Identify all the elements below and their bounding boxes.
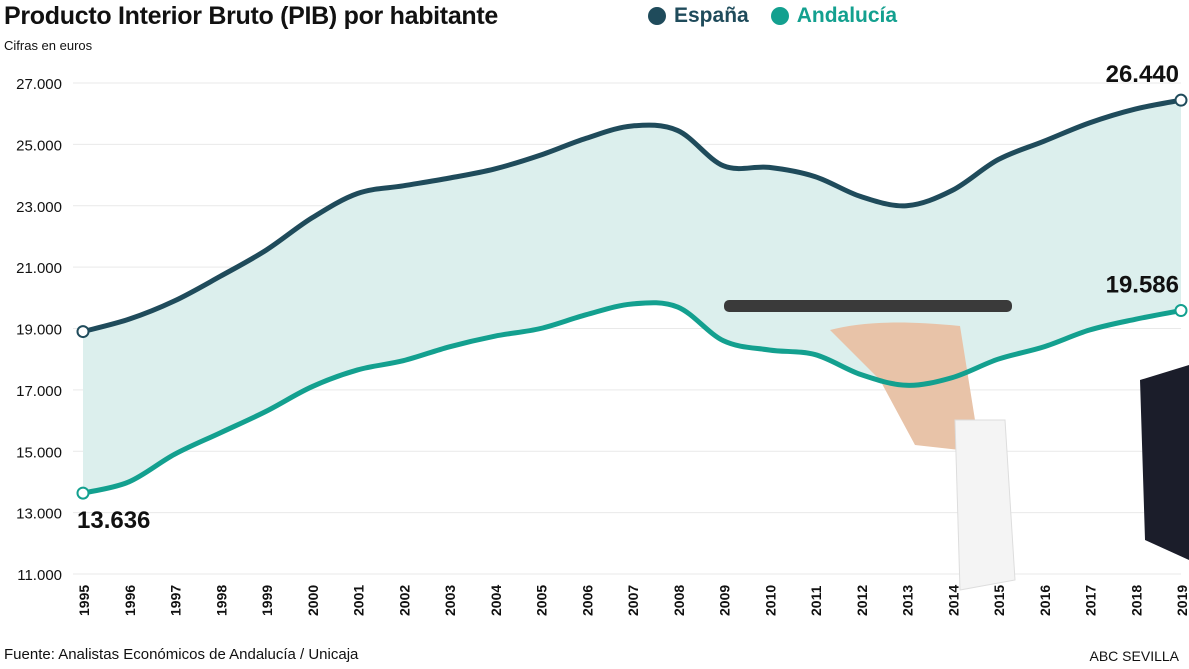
- x-tick-label: 2018: [1128, 585, 1144, 616]
- x-tick-label: 2005: [534, 585, 550, 616]
- legend: España Andalucía: [648, 4, 897, 28]
- x-tick-label: 1998: [213, 585, 229, 616]
- x-tick-label: 1996: [122, 585, 138, 616]
- y-tick-label: 17.000: [16, 383, 62, 400]
- y-tick-label: 11.000: [17, 567, 62, 584]
- legend-label: Andalucía: [796, 4, 898, 27]
- x-tick-label: 2007: [625, 585, 641, 616]
- y-tick-label: 13.000: [16, 506, 62, 523]
- y-tick-label: 23.000: [16, 199, 62, 216]
- legend-dot-icon: [648, 7, 666, 25]
- legend-label: España: [674, 4, 749, 27]
- endpoint-marker: [1174, 304, 1188, 318]
- x-tick-label: 1995: [76, 585, 92, 616]
- legend-dot-icon: [770, 7, 789, 25]
- x-tick-label: 2011: [808, 585, 824, 616]
- waiter-sleeve-icon: [1140, 365, 1189, 560]
- x-tick-label: 2013: [900, 585, 916, 616]
- x-tick-label: 2012: [854, 585, 870, 616]
- endpoint-marker: [1174, 93, 1188, 107]
- x-tick-label: 2016: [1037, 585, 1053, 616]
- x-tick-label: 2003: [442, 585, 458, 616]
- x-tick-label: 2010: [762, 585, 778, 616]
- y-tick-label: 15.000: [16, 444, 62, 461]
- x-tick-label: 2004: [488, 585, 504, 616]
- x-tick-label: 2017: [1083, 585, 1099, 616]
- x-tick-label: 1999: [259, 585, 275, 616]
- x-tick-label: 2006: [579, 585, 595, 616]
- data-label: 19.586: [1106, 272, 1179, 299]
- x-tick-label: 2008: [671, 585, 687, 616]
- x-tick-label: 2000: [305, 585, 321, 616]
- x-tick-label: 2014: [945, 585, 961, 616]
- waiter-cuff-icon: [954, 419, 1016, 591]
- x-tick-label: 1997: [168, 585, 184, 616]
- source-note: Fuente: Analistas Económicos de Andalucí…: [4, 646, 359, 663]
- fill-between-area: [83, 100, 1181, 494]
- x-tick-label: 2001: [351, 585, 367, 616]
- y-tick-label: 21.000: [16, 260, 62, 277]
- y-tick-label: 27.000: [16, 76, 62, 93]
- series-line-andalucia: [80, 300, 1184, 496]
- legend-item-espana: España: [648, 4, 749, 28]
- y-tick-label: 19.000: [16, 322, 62, 339]
- legend-item-andalucia: Andalucía: [770, 4, 898, 28]
- endpoint-marker: [76, 486, 90, 500]
- series-line-espana: [80, 97, 1184, 335]
- endpoint-marker: [76, 325, 90, 339]
- x-tick-label: 2015: [991, 585, 1007, 616]
- data-label: 26.440: [1106, 61, 1179, 88]
- x-tick-label: 2009: [717, 585, 733, 616]
- data-label: 13.636: [77, 507, 150, 534]
- x-tick-label: 2019: [1174, 585, 1189, 616]
- tray-icon: [724, 300, 1012, 312]
- credit: ABC SEVILLA: [1089, 648, 1180, 664]
- chart-subtitle: Cifras en euros: [4, 38, 93, 53]
- y-tick-label: 25.000: [16, 137, 62, 154]
- x-tick-label: 2002: [396, 585, 412, 616]
- chart-title: Producto Interior Bruto (PIB) por habita…: [4, 2, 499, 30]
